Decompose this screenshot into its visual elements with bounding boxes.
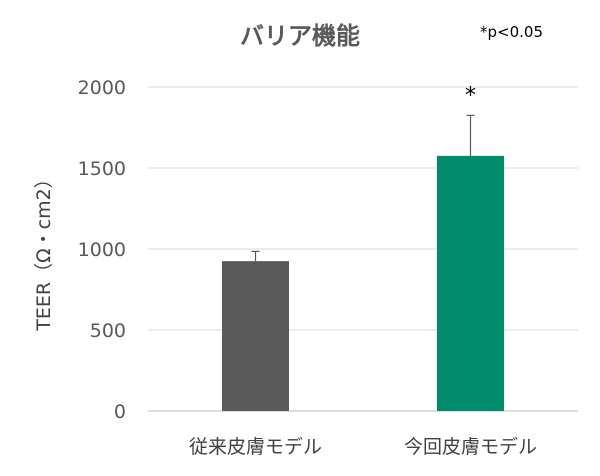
significance-markers: * bbox=[465, 83, 476, 108]
chart-title: バリア機能 bbox=[240, 22, 360, 50]
bars bbox=[222, 155, 504, 411]
category-labels: 従来皮膚モデル 今回皮膚モデル bbox=[189, 436, 537, 458]
y-tick-label: 1500 bbox=[78, 158, 126, 180]
bar bbox=[437, 155, 504, 411]
y-axis-label: TEER（Ω・cm2） bbox=[33, 169, 55, 331]
significance-note: *p<0.05 bbox=[480, 23, 543, 41]
category-label: 今回皮膚モデル bbox=[404, 436, 537, 458]
bar bbox=[222, 261, 289, 411]
y-tick-label: 2000 bbox=[78, 77, 126, 99]
y-tick-label: 1000 bbox=[78, 239, 126, 261]
category-label: 従来皮膚モデル bbox=[189, 436, 322, 458]
y-tick-label: 0 bbox=[114, 401, 126, 423]
y-tick-label: 500 bbox=[90, 320, 126, 342]
gridlines bbox=[148, 86, 578, 412]
y-tick-labels: 0 500 1000 1500 2000 bbox=[78, 77, 126, 423]
error-bars bbox=[251, 114, 475, 262]
significance-marker: * bbox=[465, 83, 476, 108]
